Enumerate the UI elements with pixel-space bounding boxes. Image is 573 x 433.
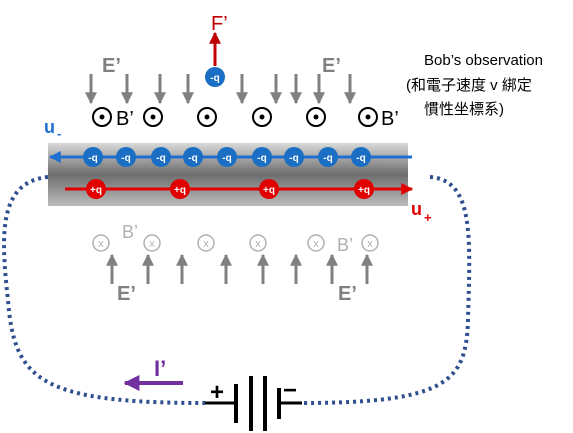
svg-text:x: x xyxy=(203,238,209,250)
svg-text:-q: -q xyxy=(210,73,219,84)
circle-x-icon: x xyxy=(197,234,215,252)
circuit-wire-right xyxy=(301,175,472,405)
electron-charge: -q xyxy=(351,147,371,167)
svg-text:−: − xyxy=(283,377,297,404)
svg-text:x: x xyxy=(255,238,261,250)
svg-text:u: u xyxy=(411,199,422,219)
electron-charge: -q xyxy=(183,147,203,167)
circle-x-icon: x xyxy=(143,234,161,252)
b-prime-label: B’ xyxy=(116,108,134,130)
e-prime-label: E’ xyxy=(338,283,357,305)
e-prime-label: E’ xyxy=(117,283,136,305)
force-label: F’ xyxy=(211,13,228,35)
b-prime-label-faded: B’ xyxy=(337,235,353,255)
positive-charge: +q xyxy=(354,179,374,199)
svg-text:+q: +q xyxy=(263,185,275,196)
svg-text:-q: -q xyxy=(257,153,266,164)
svg-text:-q: -q xyxy=(121,153,130,164)
test-charge: -q xyxy=(205,67,225,87)
observer-caption: Bob’s observation (和電子速度 v 綁定 慣性坐標系) xyxy=(406,52,543,118)
lower-efield-arrows xyxy=(106,253,373,284)
svg-text:+q: +q xyxy=(174,185,186,196)
upper-efield-arrows xyxy=(85,74,356,105)
svg-text:+q: +q xyxy=(358,185,370,196)
svg-text:x: x xyxy=(367,238,373,250)
svg-text:-: - xyxy=(57,126,61,141)
u-minus-label: u - xyxy=(44,117,61,141)
electron-charge: -q xyxy=(83,147,103,167)
electron-row: -q -q -q -q -q -q -q -q -q xyxy=(83,147,371,167)
b-prime-label-faded: B’ xyxy=(122,222,138,242)
current-label: I’ xyxy=(154,356,166,381)
svg-text:x: x xyxy=(98,238,104,250)
svg-text:-q: -q xyxy=(88,153,97,164)
svg-text:(和電子速度 v 綁定: (和電子速度 v 綁定 xyxy=(406,77,532,94)
u-plus-label: u + xyxy=(411,199,432,225)
circle-x-icon: x xyxy=(361,234,379,252)
circle-dot-icon xyxy=(197,107,217,127)
battery-icon: + − xyxy=(205,376,302,431)
svg-text:-q: -q xyxy=(356,153,365,164)
svg-text:-q: -q xyxy=(222,153,231,164)
svg-text:-q: -q xyxy=(156,153,165,164)
svg-text:Bob’s observation: Bob’s observation xyxy=(424,52,543,69)
upper-bfield-row xyxy=(92,107,378,127)
svg-text:x: x xyxy=(313,238,319,250)
svg-text:-q: -q xyxy=(188,153,197,164)
electron-charge: -q xyxy=(252,147,272,167)
lower-bfield-row: x x x x x x xyxy=(92,234,379,252)
svg-text:+: + xyxy=(424,210,432,225)
svg-text:+q: +q xyxy=(90,185,102,196)
electron-charge: -q xyxy=(217,147,237,167)
circle-x-icon: x xyxy=(92,234,110,252)
positive-charge: +q xyxy=(259,179,279,199)
circle-dot-icon xyxy=(143,107,163,127)
svg-text:u: u xyxy=(44,117,55,137)
e-prime-label: E’ xyxy=(102,55,121,77)
circle-x-icon: x xyxy=(307,234,325,252)
circle-dot-icon xyxy=(306,107,326,127)
svg-text:慣性坐標系): 慣性坐標系) xyxy=(424,100,504,118)
positive-charge: +q xyxy=(170,179,190,199)
svg-text:-q: -q xyxy=(289,153,298,164)
electron-charge: -q xyxy=(151,147,171,167)
svg-text:x: x xyxy=(149,238,155,250)
svg-text:+: + xyxy=(210,379,224,406)
electron-charge: -q xyxy=(318,147,338,167)
electron-charge: -q xyxy=(284,147,304,167)
positive-charge: +q xyxy=(86,179,106,199)
circle-x-icon: x xyxy=(249,234,267,252)
circle-dot-icon xyxy=(92,107,112,127)
svg-text:-q: -q xyxy=(323,153,332,164)
circuit-wire-left xyxy=(2,175,206,405)
electron-charge: -q xyxy=(116,147,136,167)
circle-dot-icon xyxy=(252,107,272,127)
circle-dot-icon xyxy=(358,107,378,127)
b-prime-label: B’ xyxy=(381,108,399,130)
positive-row: +q +q +q +q xyxy=(86,179,374,199)
e-prime-label: E’ xyxy=(322,55,341,77)
